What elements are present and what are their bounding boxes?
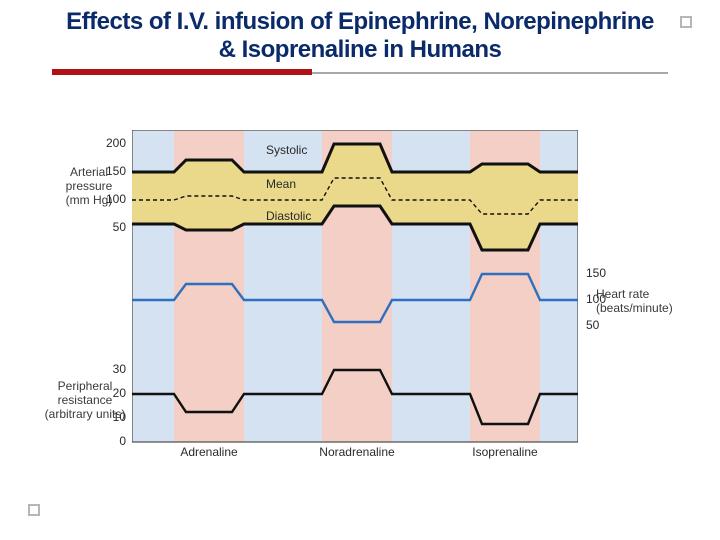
slide-title: Effects of I.V. infusion of Epinephrine,… [0, 8, 720, 69]
tick-label: 30 [86, 362, 126, 376]
tick-label: 150 [586, 266, 606, 280]
tick-label: 200 [86, 136, 126, 150]
label-mean: Mean [266, 177, 296, 191]
deco-square-bl [28, 504, 40, 516]
underline-red [52, 69, 312, 75]
deco-square-tr [680, 16, 692, 28]
title-underline [0, 69, 720, 77]
tick-label: 100 [86, 192, 126, 206]
tick-label: 20 [86, 386, 126, 400]
tick-label: 100 [586, 292, 606, 306]
tick-label: 50 [86, 220, 126, 234]
chart-area: Systolic Mean Diastolic Adrenaline Noradrena… [132, 130, 578, 480]
label-systolic: Systolic [266, 143, 307, 157]
drug-label: Isoprenaline [472, 445, 538, 459]
axis-label-heartrate: Heart rate (beats/minute) [596, 288, 706, 316]
label-diastolic: Diastolic [266, 209, 311, 223]
drug-label: Adrenaline [180, 445, 238, 459]
tick-label: 10 [86, 410, 126, 424]
tick-label: 0 [86, 434, 126, 448]
tick-label: 150 [86, 164, 126, 178]
tick-label: 50 [586, 318, 599, 332]
drug-label: Noradrenaline [319, 445, 395, 459]
